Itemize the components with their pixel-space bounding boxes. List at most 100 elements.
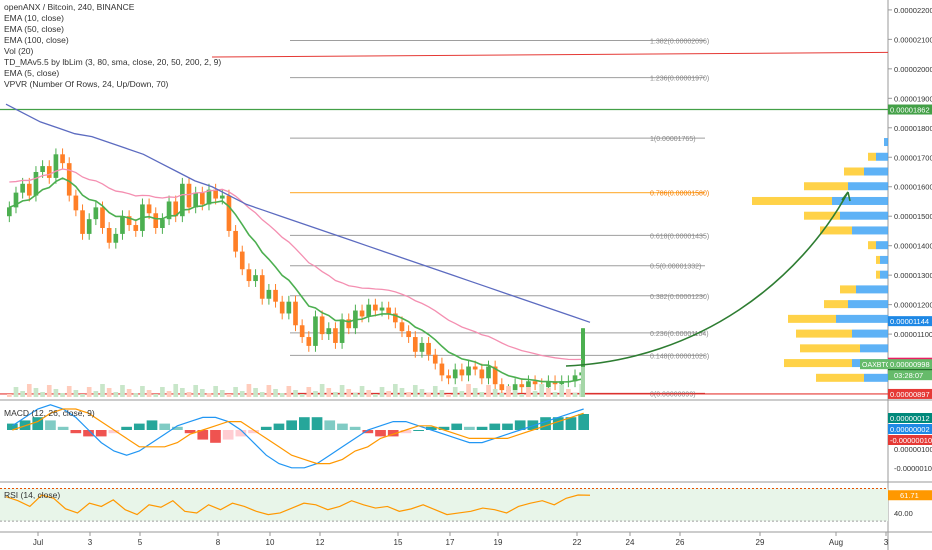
candle-body: [239, 251, 245, 270]
rsi-tick-label: 40.00: [894, 509, 913, 518]
vpvr-down-bar: [876, 255, 880, 264]
macd-histogram-bar: [324, 420, 336, 430]
macd-histogram-bar: [349, 426, 361, 430]
price-label-box: [888, 316, 932, 327]
macd-histogram-bar: [222, 430, 234, 440]
candle-body: [153, 213, 159, 228]
rsi-band: [0, 488, 888, 522]
legend-indicator-ema5[interactable]: EMA (5, close): [4, 68, 60, 78]
ema10-line: [9, 177, 582, 383]
macd-tick-label: 0.00000100: [894, 445, 932, 454]
candle-body: [200, 192, 205, 205]
rsi-line: [5, 494, 591, 516]
volume-bar: [313, 391, 318, 397]
candle-body: [526, 381, 531, 388]
macd-histogram-bar: [540, 417, 551, 430]
volume-bar: [120, 385, 125, 397]
candle-body: [366, 304, 372, 317]
macd-histogram-bar: [286, 420, 297, 430]
macd-histogram-bar: [95, 430, 107, 437]
fib-level-label: 1.382(0.00002096): [650, 39, 709, 46]
candle-body: [313, 316, 318, 346]
x-tick-label: 29: [756, 538, 765, 547]
legend-indicator-ema50[interactable]: EMA (50, close): [4, 24, 64, 34]
candle-body: [106, 228, 112, 243]
vpvr-up-bar: [860, 344, 888, 353]
candle-body: [246, 269, 252, 282]
volume-bar: [93, 391, 99, 397]
macd-histogram-bar: [172, 426, 183, 430]
macd-histogram-bar: [299, 417, 310, 430]
volume-bar: [306, 387, 312, 397]
candle-body: [253, 275, 258, 282]
volume-bar: [146, 390, 152, 397]
volume-bar: [326, 388, 332, 397]
legend-indicator-vol[interactable]: Vol (20): [4, 46, 34, 56]
volume-bar: [546, 388, 551, 397]
x-tick-label: 17: [446, 538, 455, 547]
volume-bar: [486, 385, 491, 397]
rsi-label[interactable]: RSI (14, close): [4, 490, 61, 500]
x-tick-label: 19: [494, 538, 503, 547]
volume-bar: [399, 388, 405, 397]
fib-level-label: 1(0.00001765): [650, 136, 696, 143]
volume-bar: [226, 394, 232, 397]
candle-body: [26, 183, 32, 196]
legend-indicator-vpvr[interactable]: VPVR (Number Of Rows, 24, Up/Down, 70): [4, 79, 169, 89]
macd-histogram-bar: [387, 430, 399, 437]
ema50-line: [9, 168, 582, 361]
volume-bar: [446, 394, 451, 397]
candle-body: [279, 301, 285, 314]
candle-body: [492, 366, 498, 385]
vpvr-down-bar: [752, 196, 832, 205]
candle-body: [452, 369, 458, 379]
macd-label[interactable]: MACD (12, 26, close, 9): [4, 408, 95, 418]
volume-bar: [193, 385, 198, 397]
candle-body: [412, 337, 418, 352]
candle-body: [333, 328, 338, 343]
symbol-title[interactable]: openANX / Bitcoin, 240, BINANCE: [4, 2, 135, 12]
volume-bar: [279, 393, 285, 397]
y-tick-label: 0.00001800: [894, 124, 932, 133]
volume-bar: [20, 391, 25, 397]
vpvr-up-bar: [880, 255, 888, 264]
volume-bar: [346, 389, 352, 397]
volume-bar: [133, 393, 139, 397]
vpvr-up-bar: [864, 373, 888, 382]
volume-bar: [219, 390, 225, 397]
candle-body: [126, 216, 132, 226]
y-tick-label: 0.00001700: [894, 153, 932, 162]
volume-bar: [581, 367, 585, 397]
fib-level-label: 0.618(0.00001435): [650, 233, 709, 240]
candle-body: [479, 369, 485, 379]
vpvr-down-bar: [840, 285, 856, 294]
price-tag-symbol: OAXBTC: [862, 362, 891, 369]
macd-histogram-bar: [121, 426, 132, 430]
legend-indicator-ema100[interactable]: EMA (100, close): [4, 35, 69, 45]
volume-bar: [499, 393, 505, 397]
volume-bar: [353, 393, 358, 397]
candle-body: [266, 289, 272, 299]
volume-bar: [126, 389, 132, 397]
macd-histogram-bar: [108, 430, 120, 434]
x-tick-label: Aug: [829, 538, 843, 547]
legend-indicator-ema10[interactable]: EMA (10, close): [4, 13, 64, 23]
candle-body: [406, 331, 411, 338]
volume-bar: [559, 385, 565, 397]
fib-level-label: 0.148(0.00001028): [650, 353, 709, 360]
macd-histogram-bar: [7, 423, 18, 430]
macd-value-box: [888, 413, 932, 423]
candle-body: [459, 369, 465, 376]
macd-histogram-bar: [133, 423, 145, 430]
vpvr-down-bar: [876, 270, 880, 279]
volume-bar: [539, 384, 545, 397]
legend-indicator-td[interactable]: TD_MAv5.5 by lbLim (3, 80, sma, close, 2…: [4, 57, 222, 67]
candle-body: [206, 189, 212, 205]
vpvr-up-bar: [876, 241, 888, 250]
volume-bar: [506, 386, 511, 397]
macd-value-label: 0.00000002: [890, 425, 930, 434]
candle-body: [379, 307, 385, 311]
volume-bar: [106, 388, 112, 397]
volume-bar: [426, 393, 431, 397]
